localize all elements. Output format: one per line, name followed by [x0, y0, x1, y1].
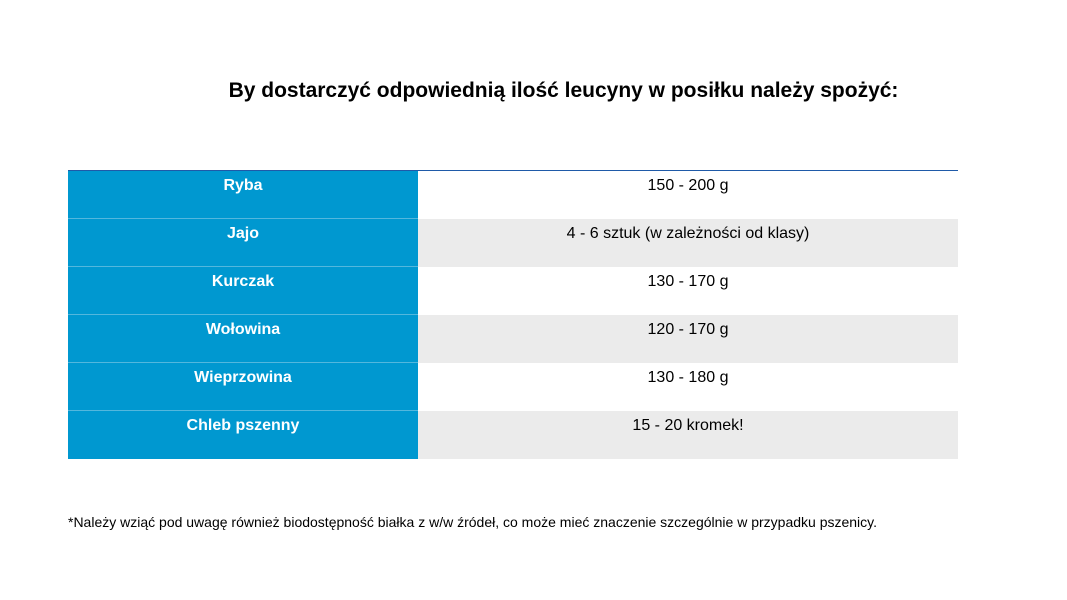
table-row: Chleb pszenny 15 - 20 kromek! [68, 411, 958, 459]
food-cell: Jajo [68, 219, 418, 267]
table-row: Ryba 150 - 200 g [68, 171, 958, 219]
food-cell: Chleb pszenny [68, 411, 418, 459]
amount-cell: 4 - 6 sztuk (w zależności od klasy) [418, 219, 958, 267]
table-row: Jajo 4 - 6 sztuk (w zależności od klasy) [68, 219, 958, 267]
food-cell: Ryba [68, 171, 418, 219]
food-cell: Wieprzowina [68, 363, 418, 411]
amount-cell: 130 - 180 g [418, 363, 958, 411]
amount-cell: 150 - 200 g [418, 171, 958, 219]
food-cell: Kurczak [68, 267, 418, 315]
table-row: Wołowina 120 - 170 g [68, 315, 958, 363]
amount-cell: 120 - 170 g [418, 315, 958, 363]
table-row: Wieprzowina 130 - 180 g [68, 363, 958, 411]
leucine-table: Ryba 150 - 200 g Jajo 4 - 6 sztuk (w zal… [68, 170, 958, 459]
table-row: Kurczak 130 - 170 g [68, 267, 958, 315]
food-cell: Wołowina [68, 315, 418, 363]
amount-cell: 130 - 170 g [418, 267, 958, 315]
amount-cell: 15 - 20 kromek! [418, 411, 958, 459]
footnote: *Należy wziąć pod uwagę również biodostę… [68, 514, 878, 530]
page-title: By dostarczyć odpowiednią ilość leucyny … [228, 79, 899, 102]
